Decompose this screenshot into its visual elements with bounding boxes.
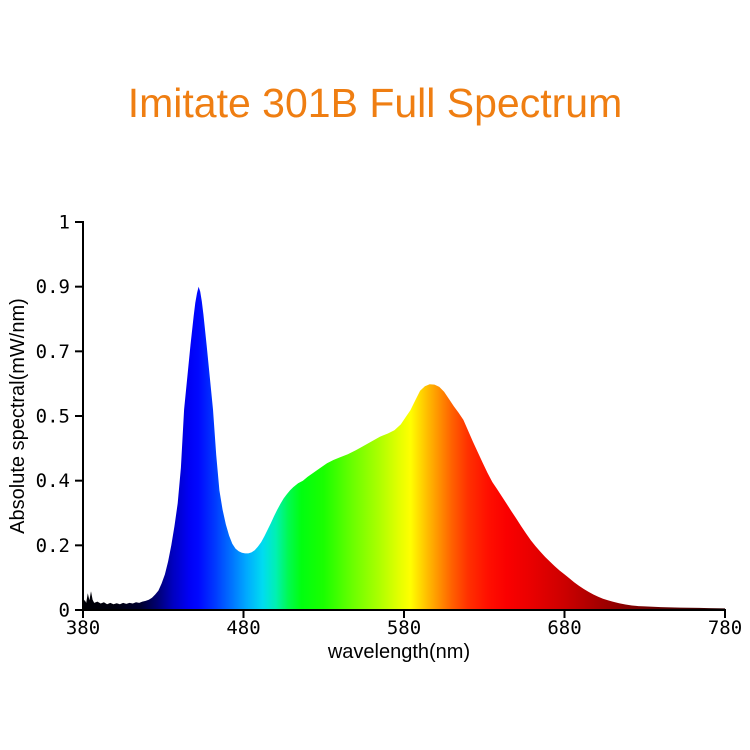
x-tick-label: 780 [708,617,742,639]
y-tick-label: 0.9 [36,276,70,298]
x-tick-label: 680 [547,617,581,639]
x-tick-label: 580 [387,617,421,639]
y-tick-label: 1 [59,212,70,234]
y-tick-label: 0.7 [36,341,70,363]
y-axis-ticks: 0 0.2 0.4 0.5 0.7 0.9 1 [36,212,83,622]
x-tick-label: 480 [226,617,260,639]
spectrum-area [83,286,725,610]
chart-title: Imitate 301B Full Spectrum [127,80,623,126]
y-tick-label: 0 [59,600,70,622]
y-tick-label: 0.5 [36,406,70,428]
x-tick-label: 380 [66,617,100,639]
x-axis-label: wavelength(nm) [327,641,470,663]
y-tick-label: 0.4 [36,470,70,492]
y-tick-label: 0.2 [36,535,70,557]
y-axis-label: Absolute spectral(mW/nm) [7,298,29,534]
x-axis-ticks: 380 480 580 680 780 [66,610,742,639]
